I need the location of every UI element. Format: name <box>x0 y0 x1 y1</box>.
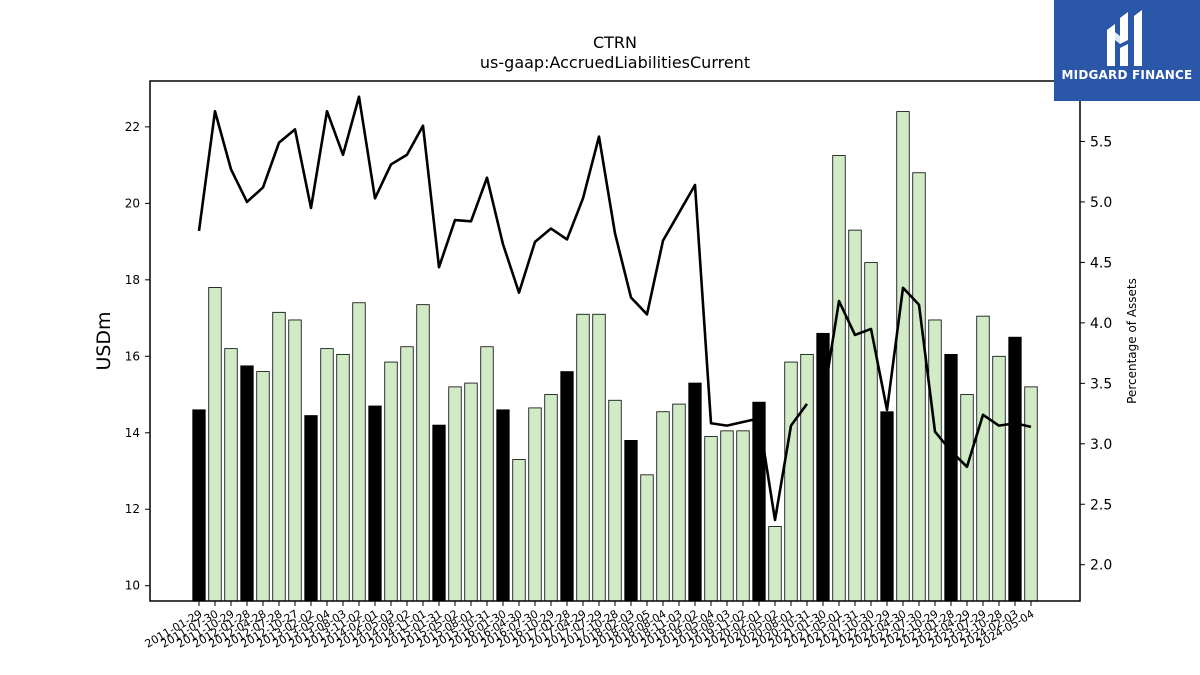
bar <box>640 474 654 602</box>
midgard-logo-icon <box>1107 10 1142 66</box>
y-axis-left: 10 12 14 16 18 20 22 <box>125 120 150 593</box>
bar <box>192 409 206 602</box>
bar <box>848 229 862 602</box>
y-axis-right: 2.0 2.5 3.0 3.5 4.0 4.5 5.0 5.5 <box>1080 134 1112 574</box>
y2-tick-label: 4.5 <box>1090 255 1112 271</box>
bar <box>512 459 526 602</box>
y2-tick-label: 2.5 <box>1090 497 1112 513</box>
bar <box>208 287 222 602</box>
bar <box>992 355 1006 602</box>
bar <box>944 353 958 602</box>
bar <box>576 313 590 602</box>
x-axis: 2011-01-292011-07-302011-10-292012-01-28… <box>143 601 1037 651</box>
bar <box>384 361 398 602</box>
y-tick-label: 12 <box>125 502 140 516</box>
y-axis-label: USDm <box>93 311 115 370</box>
bar <box>368 405 382 602</box>
line-series <box>197 95 1032 522</box>
bar <box>528 407 542 602</box>
bar <box>656 411 670 602</box>
bar-series <box>192 111 1038 602</box>
bar <box>688 382 702 602</box>
bar <box>624 440 638 602</box>
bar <box>432 424 446 602</box>
bar <box>864 262 878 602</box>
brand-logo: MIDGARD FINANCE <box>1054 0 1200 101</box>
y-tick-label: 14 <box>125 426 140 440</box>
bar <box>960 394 974 602</box>
bar <box>416 304 430 602</box>
y-tick-label: 10 <box>125 579 140 593</box>
bar <box>720 430 734 602</box>
bar <box>608 399 622 602</box>
bar <box>320 348 334 602</box>
bar <box>256 371 270 602</box>
bar <box>928 319 942 602</box>
y2-tick-label: 2.0 <box>1090 558 1112 574</box>
line-segment <box>821 286 1032 469</box>
bar <box>336 353 350 602</box>
bar <box>768 526 782 602</box>
bar <box>672 403 686 602</box>
bar <box>880 411 894 602</box>
bar <box>496 409 510 602</box>
bar <box>752 401 766 602</box>
bar <box>704 436 718 602</box>
chart-subtitle: us-gaap:AccruedLiabilitiesCurrent <box>480 53 750 72</box>
bar <box>240 365 254 602</box>
bar <box>448 386 462 602</box>
bar <box>592 313 606 602</box>
y-tick-label: 20 <box>125 196 140 210</box>
y2-tick-label: 5.5 <box>1090 134 1112 150</box>
bar <box>800 353 814 602</box>
bar <box>912 172 926 602</box>
bar <box>784 361 798 602</box>
bar <box>896 111 910 602</box>
bar <box>464 382 478 602</box>
y-tick-label: 22 <box>125 120 140 134</box>
bar <box>832 155 846 602</box>
line-segment <box>197 95 809 522</box>
brand-name: MIDGARD FINANCE <box>1061 68 1193 82</box>
y2-tick-label: 3.0 <box>1090 437 1112 453</box>
bar <box>272 311 286 602</box>
bar <box>1008 336 1022 602</box>
bar <box>352 302 366 602</box>
y2-tick-label: 4.0 <box>1090 316 1112 332</box>
chart-title: CTRN <box>593 33 637 52</box>
y2-axis-label: Percentage of Assets <box>1125 278 1139 404</box>
bar <box>736 430 750 602</box>
y2-tick-label: 3.5 <box>1090 376 1112 392</box>
bar <box>560 371 574 602</box>
bar <box>544 394 558 602</box>
y-tick-label: 18 <box>125 273 140 287</box>
bar <box>976 315 990 602</box>
bar <box>304 415 318 602</box>
bar <box>224 348 238 602</box>
bar <box>1024 386 1038 602</box>
bar <box>480 346 494 602</box>
bar <box>288 319 302 602</box>
bar <box>400 346 414 602</box>
y2-tick-label: 5.0 <box>1090 195 1112 211</box>
y-tick-label: 16 <box>125 349 140 363</box>
